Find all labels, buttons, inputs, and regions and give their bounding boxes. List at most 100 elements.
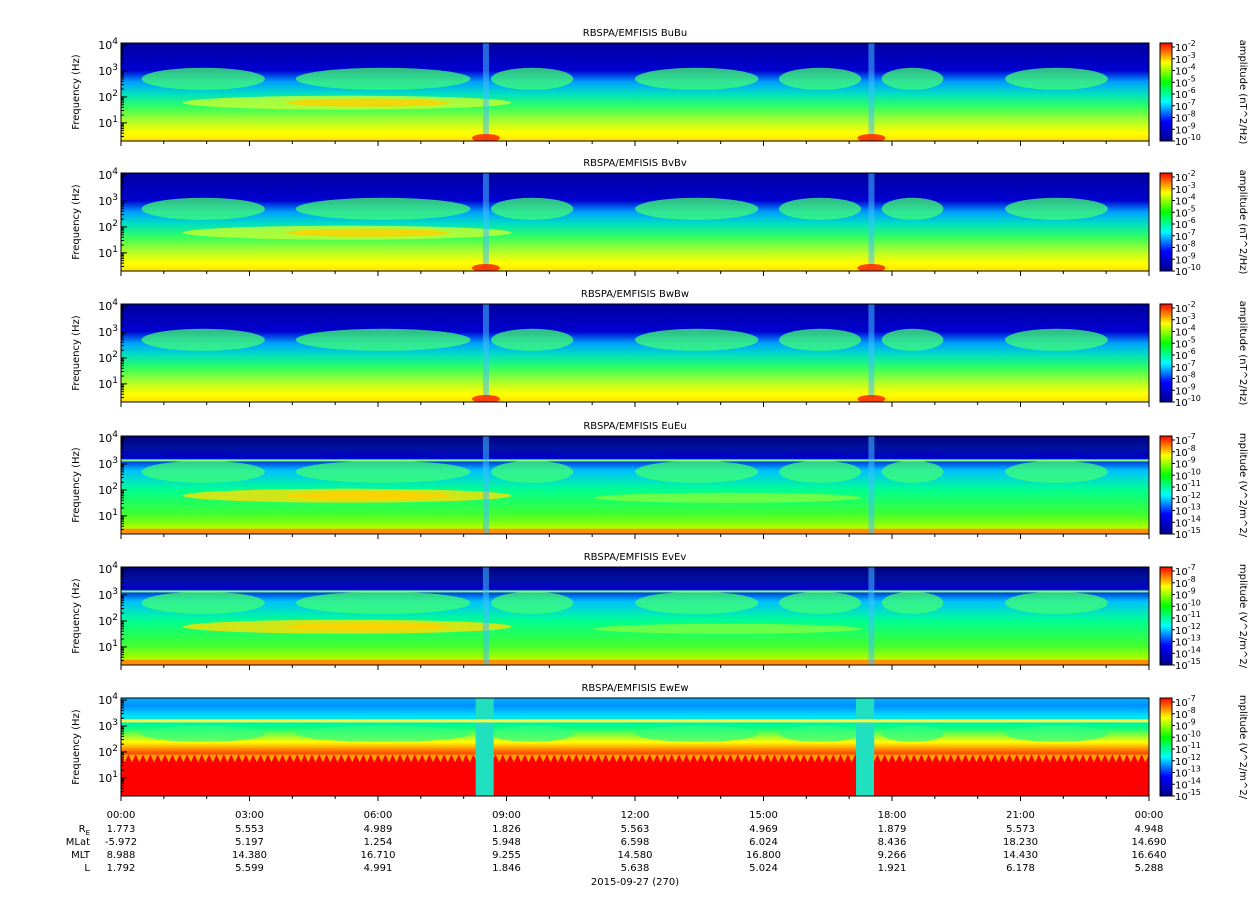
y-tick-label: 101: [98, 115, 118, 130]
heatmap-texture: [121, 567, 1149, 665]
colorbar-scale: [1159, 435, 1173, 535]
panel-title: RBSPA/EMFISIS EvEv: [584, 552, 687, 563]
colorbar-tick-label: 10-9: [1175, 121, 1196, 136]
colorbar-label: mplitude (V^2/m^2/: [1237, 695, 1248, 800]
y-tick-label: 103: [98, 193, 118, 208]
ephemeris-value: 9.255: [492, 850, 521, 861]
ephemeris-value: 6.598: [621, 837, 650, 848]
spectrogram-panel: RBSPA/EMFISIS BwBw 101 102 103 104 Frequency …: [71, 289, 1248, 409]
colorbar-scale: [1159, 172, 1173, 272]
colorbar-tick-label: 10-9: [1175, 718, 1196, 733]
time-tick-label: 21:00: [1006, 810, 1035, 821]
heatmap-background: [121, 173, 1149, 271]
colorbar-tick-label: 10-7: [1175, 563, 1196, 578]
y-axis: 101 102 103 104: [98, 430, 127, 530]
colorbar: 10-210-310-410-510-610-710-810-910-10 amp…: [1159, 300, 1248, 409]
ephemeris-value: 14.580: [618, 850, 653, 861]
time-tick-label: 00:00: [1135, 810, 1164, 821]
colorbar-tick-label: 10-8: [1175, 575, 1196, 590]
colorbar-tick-label: 10-7: [1175, 432, 1196, 447]
ephemeris-value: 1.826: [492, 824, 521, 835]
time-tick-label: 09:00: [492, 810, 521, 821]
ephemeris-value: 5.563: [621, 824, 650, 835]
ephemeris-value: 5.599: [235, 863, 264, 874]
time-tick-label: 12:00: [621, 810, 650, 821]
colorbar-tick-label: 10-12: [1175, 622, 1201, 637]
ephemeris-value: 4.948: [1135, 824, 1164, 835]
colorbar-tick-label: 10-9: [1175, 456, 1196, 471]
ephemeris-value: 4.991: [364, 863, 393, 874]
y-tick-label: 101: [98, 376, 118, 391]
colorbar-tick-label: 10-3: [1175, 51, 1196, 66]
panel-title: RBSPA/EMFISIS EuEu: [583, 421, 686, 432]
ephemeris-value: 1.254: [364, 837, 393, 848]
colorbar-tick-label: 10-2: [1175, 169, 1196, 184]
heatmap-texture: [141, 304, 1108, 402]
spectrogram-panel: RBSPA/EMFISIS EuEu 101 102 103 104 Frequency …: [71, 421, 1248, 541]
panel-title: RBSPA/EMFISIS BwBw: [581, 289, 689, 300]
colorbar-tick-label: 10-7: [1175, 228, 1196, 243]
ephemeris-value: 6.024: [749, 837, 778, 848]
y-axis: 101 102 103 104: [98, 561, 127, 661]
panel-title: RBSPA/EMFISIS BvBv: [583, 158, 687, 169]
colorbar-tick-label: 10-2: [1175, 39, 1196, 54]
ephemeris-value: 1.846: [492, 863, 521, 874]
y-tick-label: 104: [98, 692, 118, 707]
colorbar-tick-label: 10-10: [1175, 729, 1201, 744]
ephemeris-value: 5.948: [492, 837, 521, 848]
spectrogram-panel: RBSPA/EMFISIS EvEv 101 102 103 104 Frequency …: [71, 552, 1248, 672]
colorbar-tick-label: 10-7: [1175, 694, 1196, 709]
y-axis-label: Frequency (Hz): [71, 709, 82, 785]
y-axis-label: Frequency (Hz): [71, 315, 82, 391]
ephemeris-value: 18.230: [1003, 837, 1038, 848]
ephemeris-row-label: MLat: [66, 837, 90, 848]
time-tick-label: 06:00: [364, 810, 393, 821]
ephemeris-row-label: L: [84, 863, 90, 874]
colorbar-tick-label: 10-12: [1175, 753, 1201, 768]
y-tick-label: 101: [98, 508, 118, 523]
colorbar-tick-label: 10-10: [1175, 598, 1201, 613]
colorbar-scale: [1159, 566, 1173, 666]
ephemeris-value: -5.972: [105, 837, 137, 848]
colorbar-label: amplitude (nT^2/Hz): [1237, 170, 1248, 275]
colorbar-tick-label: 10-4: [1175, 63, 1196, 78]
colorbar: 10-710-810-910-1010-1110-1210-1310-1410-…: [1159, 432, 1248, 541]
ephemeris-value: 16.800: [746, 850, 781, 861]
ephemeris-value: 16.710: [361, 850, 396, 861]
ephemeris-value: 16.640: [1132, 850, 1167, 861]
colorbar-scale: [1159, 303, 1173, 403]
colorbar: 10-210-310-410-510-610-710-810-910-10 amp…: [1159, 169, 1248, 278]
time-tick-label: 18:00: [878, 810, 907, 821]
colorbar-tick-label: 10-15: [1175, 526, 1201, 541]
colorbar-tick-label: 10-10: [1175, 263, 1201, 278]
colorbar-tick-label: 10-13: [1175, 765, 1201, 780]
ephemeris-row-label: RE: [79, 824, 90, 837]
y-tick-label: 104: [98, 37, 118, 52]
colorbar-label: amplitude (nT^2/Hz): [1237, 301, 1248, 406]
y-axis-label: Frequency (Hz): [71, 578, 82, 654]
ephemeris-value: 14.690: [1132, 837, 1167, 848]
ephemeris-value: 1.879: [878, 824, 907, 835]
heatmap-texture: [141, 173, 1108, 271]
colorbar-tick-label: 10-11: [1175, 741, 1201, 756]
colorbar-label: mplitude (V^2/m^2/: [1237, 564, 1248, 669]
heatmap-texture: [121, 698, 1149, 796]
y-axis: 101 102 103 104: [98, 298, 127, 398]
colorbar-tick-label: 10-4: [1175, 324, 1196, 339]
y-axis-label: Frequency (Hz): [71, 447, 82, 523]
colorbar-tick-label: 10-14: [1175, 514, 1201, 529]
colorbar-tick-label: 10-9: [1175, 382, 1196, 397]
ephemeris-value: 8.988: [107, 850, 136, 861]
y-tick-label: 103: [98, 456, 118, 471]
colorbar-tick-label: 10-10: [1175, 467, 1201, 482]
colorbar: 10-210-310-410-510-610-710-810-910-10 amp…: [1159, 39, 1248, 148]
y-axis-label: Frequency (Hz): [71, 184, 82, 260]
panel-title: RBSPA/EMFISIS EwEw: [581, 683, 688, 694]
colorbar-tick-label: 10-3: [1175, 181, 1196, 196]
ephemeris-value: 5.553: [235, 824, 264, 835]
heatmap-background: [121, 436, 1149, 534]
panel-title: RBSPA/EMFISIS BuBu: [583, 28, 687, 39]
ephemeris-value: 8.436: [878, 837, 907, 848]
colorbar-tick-label: 10-3: [1175, 312, 1196, 327]
y-tick-label: 102: [98, 89, 118, 104]
